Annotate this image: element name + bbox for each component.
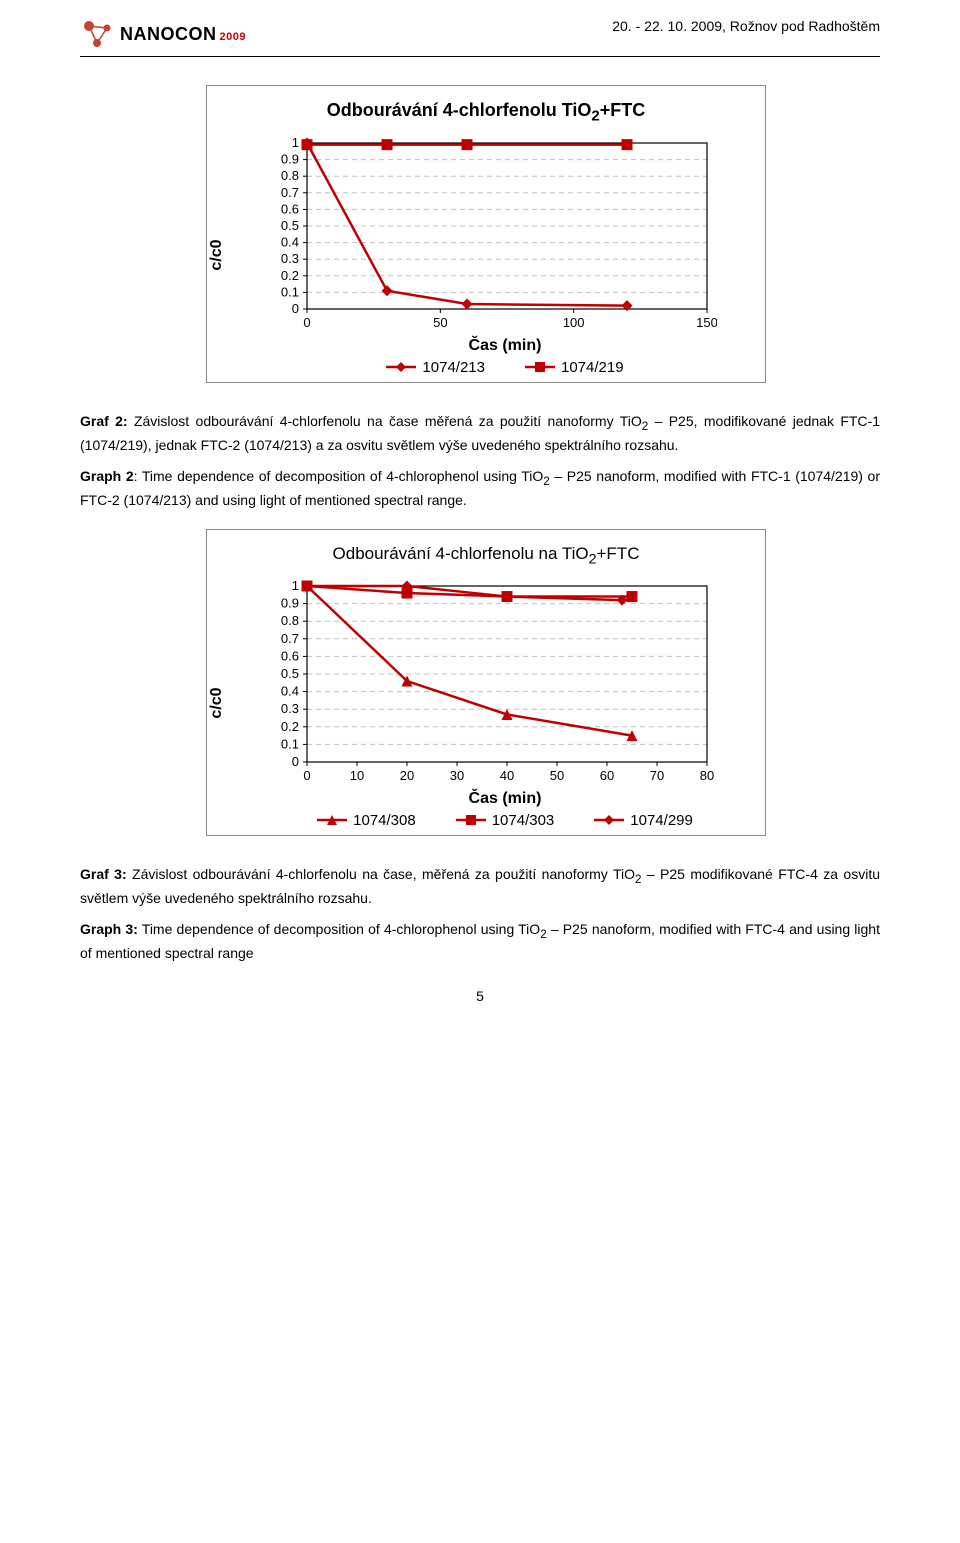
chart-1-plot: 0 0.1 0.20.3 0.40.5 0.6 0.70.8 0.91 0 50 100 150: [267, 135, 717, 335]
svg-text:0.8: 0.8: [281, 613, 299, 628]
svg-text:100: 100: [563, 315, 585, 330]
svg-text:0.5: 0.5: [281, 666, 299, 681]
header-rule: [80, 56, 880, 57]
legend-item: 1074/219: [525, 359, 624, 376]
chart-2-plot: 00.10.20.30.40.50.60.70.80.9101020304050…: [267, 578, 717, 788]
svg-text:0.1: 0.1: [281, 284, 299, 299]
svg-text:1: 1: [292, 578, 299, 593]
svg-text:0.2: 0.2: [281, 267, 299, 282]
header-date-location: 20. - 22. 10. 2009, Rožnov pod Radhoštěm: [612, 18, 880, 34]
legend-item: 1074/213: [386, 359, 485, 376]
svg-text:40: 40: [500, 768, 514, 783]
svg-text:50: 50: [433, 315, 447, 330]
page-header: NANOCON 2009 20. - 22. 10. 2009, Rožnov …: [80, 18, 880, 50]
svg-text:50: 50: [550, 768, 564, 783]
chart-1-box: Odbourávání 4-chlorfenolu TiO2+FTC c/c0 …: [206, 85, 766, 383]
svg-text:10: 10: [350, 768, 364, 783]
svg-text:0.7: 0.7: [281, 184, 299, 199]
svg-text:60: 60: [600, 768, 614, 783]
conference-logo: NANOCON 2009: [80, 18, 246, 50]
chart-2-ylabel: c/c0: [208, 688, 226, 719]
conference-name-wrap: NANOCON 2009: [120, 24, 246, 45]
chart-2-title: Odbourávání 4-chlorfenolu na TiO2+FTC: [229, 544, 743, 567]
legend-item: 1074/299: [594, 812, 693, 829]
svg-text:0: 0: [303, 315, 310, 330]
svg-text:0.7: 0.7: [281, 630, 299, 645]
svg-text:0.9: 0.9: [281, 595, 299, 610]
svg-text:0: 0: [292, 754, 299, 769]
svg-text:150: 150: [696, 315, 717, 330]
svg-text:30: 30: [450, 768, 464, 783]
logo-icon: [80, 18, 114, 50]
svg-text:0.8: 0.8: [281, 168, 299, 183]
svg-text:0.6: 0.6: [281, 648, 299, 663]
svg-text:70: 70: [650, 768, 664, 783]
chart-2-xlabel: Čas (min): [267, 790, 743, 808]
caption-2-cz: Graf 2: Závislost odbourávání 4-chlorfen…: [80, 411, 880, 456]
svg-text:20: 20: [400, 768, 414, 783]
svg-text:0: 0: [303, 768, 310, 783]
chart-1-title: Odbourávání 4-chlorfenolu TiO2+FTC: [229, 100, 743, 125]
caption-3-en: Graph 3: Time dependence of decompositio…: [80, 919, 880, 964]
chart-2-legend: 1074/308 1074/303 1074/299: [267, 812, 743, 829]
chart-1-xlabel: Čas (min): [267, 337, 743, 355]
svg-text:80: 80: [700, 768, 714, 783]
legend-item: 1074/303: [456, 812, 555, 829]
caption-2-en: Graph 2: Time dependence of decompositio…: [80, 466, 880, 511]
chart-1-ylabel: c/c0: [208, 240, 226, 271]
chart-1-legend: 1074/213 1074/219: [267, 359, 743, 376]
svg-text:1: 1: [292, 135, 299, 150]
conference-year: 2009: [220, 31, 246, 43]
svg-text:0.3: 0.3: [281, 701, 299, 716]
chart-2-box: Odbourávání 4-chlorfenolu na TiO2+FTC c/…: [206, 529, 766, 835]
svg-text:0.4: 0.4: [281, 234, 299, 249]
conference-name: NANOCON: [120, 24, 217, 45]
svg-text:0.9: 0.9: [281, 151, 299, 166]
legend-item: 1074/308: [317, 812, 416, 829]
page-number: 5: [80, 988, 880, 1004]
svg-text:0.6: 0.6: [281, 201, 299, 216]
svg-text:0: 0: [292, 301, 299, 316]
svg-text:0.5: 0.5: [281, 218, 299, 233]
svg-text:0.3: 0.3: [281, 251, 299, 266]
svg-text:0.2: 0.2: [281, 718, 299, 733]
caption-3-cz: Graf 3: Závislost odbourávání 4-chlorfen…: [80, 864, 880, 909]
svg-text:0.1: 0.1: [281, 736, 299, 751]
svg-text:0.4: 0.4: [281, 683, 299, 698]
